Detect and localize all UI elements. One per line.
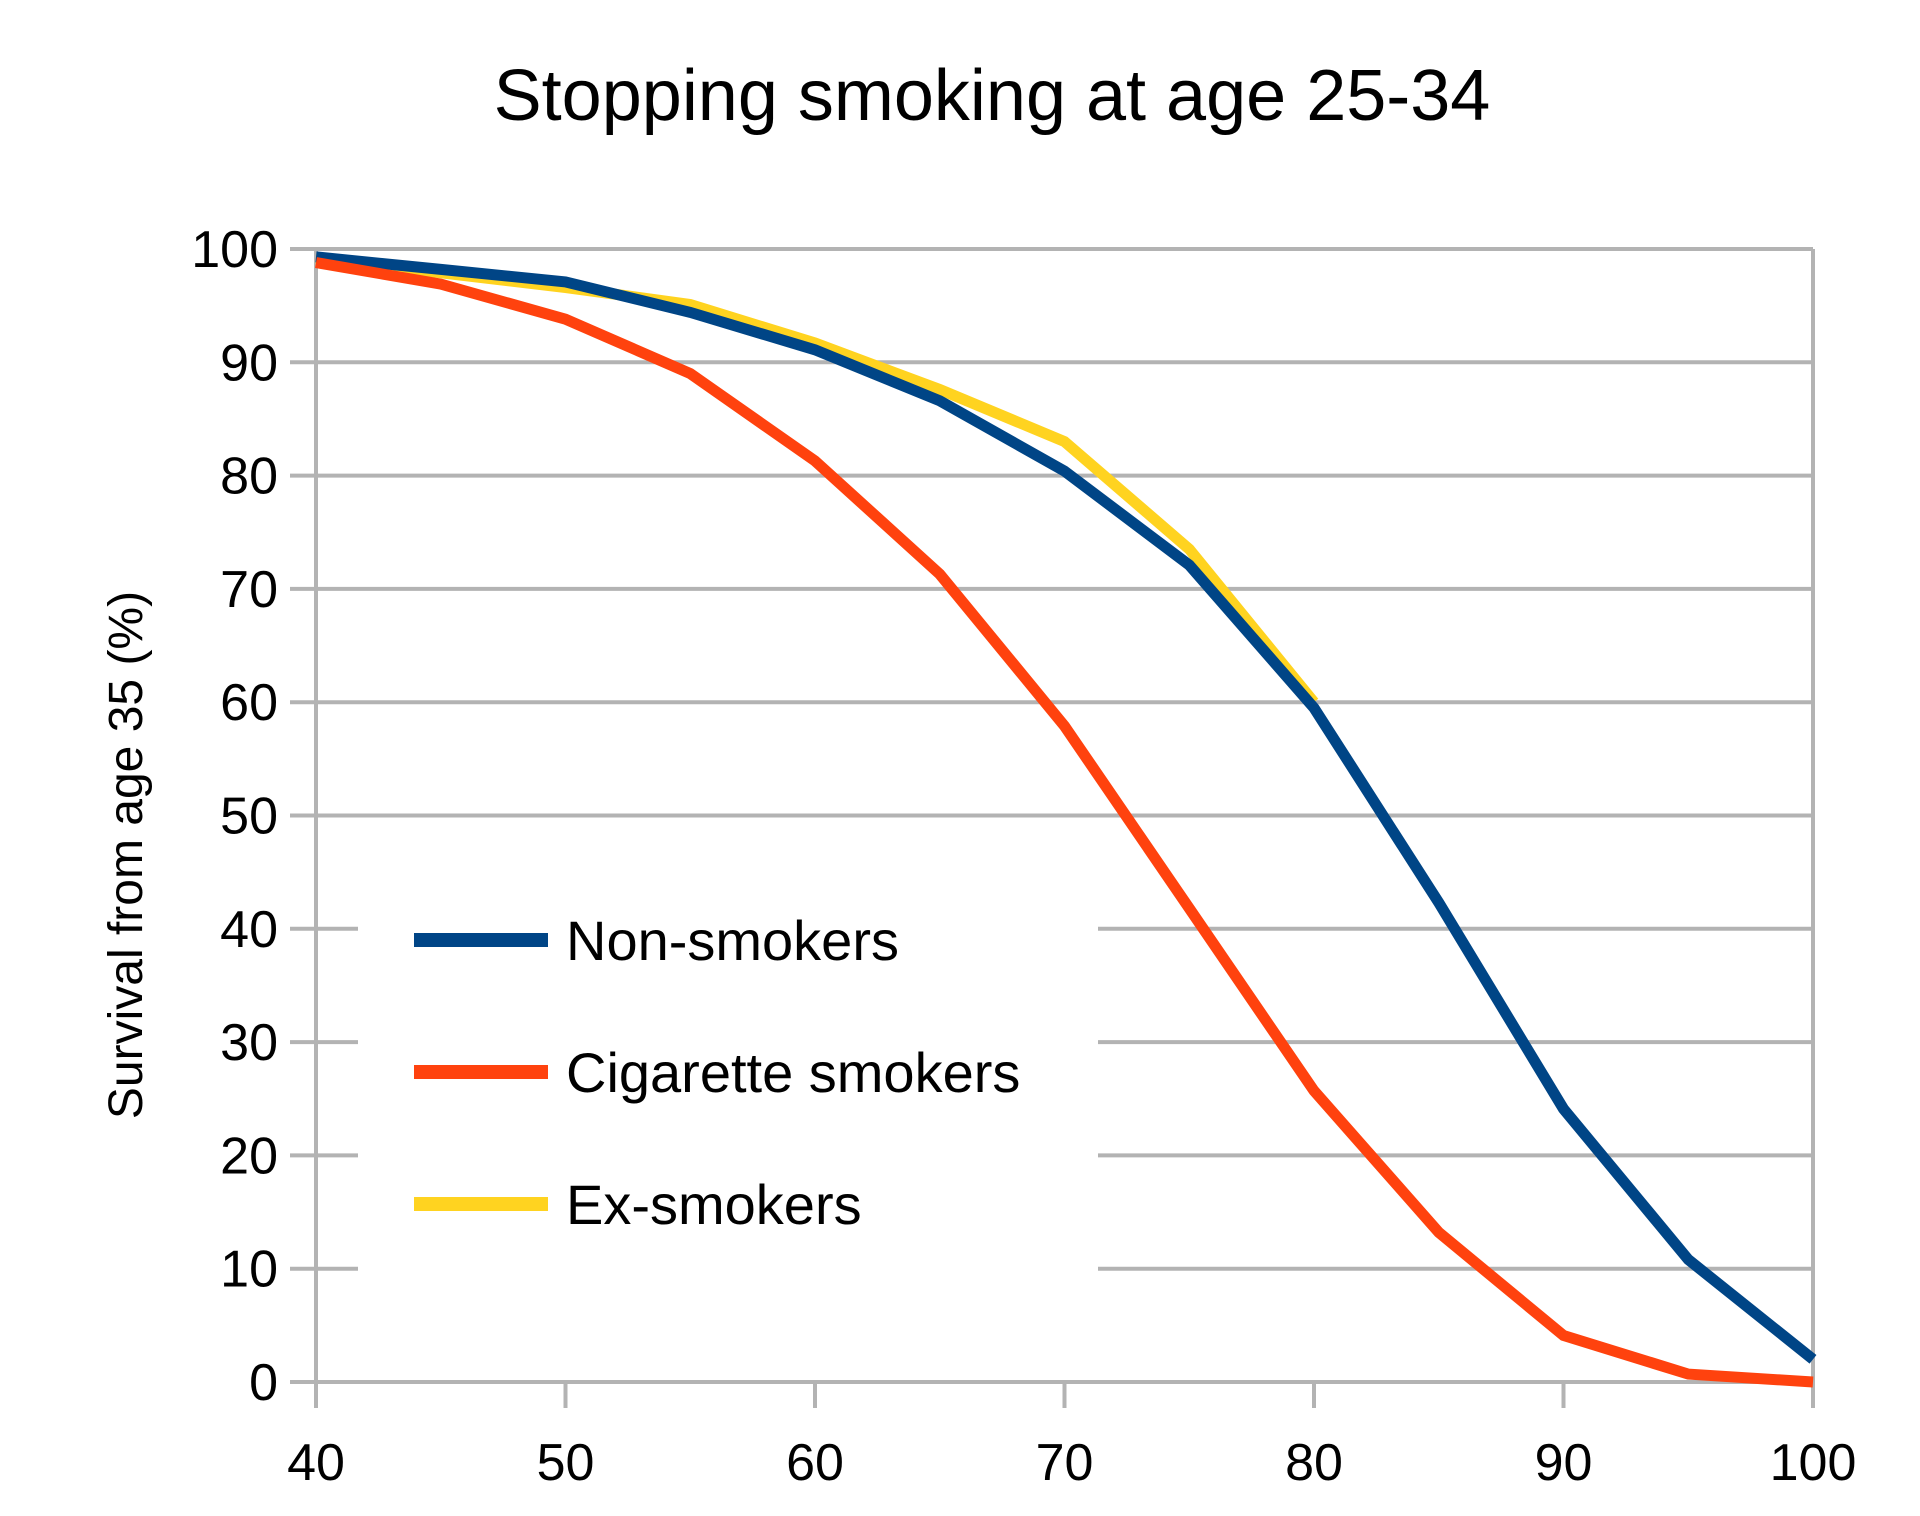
x-tick-label: 60 (786, 1434, 844, 1492)
y-axis-label: Survival from age 35 (%) (100, 591, 153, 1119)
y-tick-label: 30 (220, 1014, 278, 1072)
axes (290, 247, 1815, 1408)
y-tick-label: 40 (220, 901, 278, 959)
series-lines (315, 251, 1817, 1388)
y-tick-label: 90 (220, 334, 278, 392)
y-tick-label: 0 (249, 1354, 278, 1412)
y-tick-label: 70 (220, 561, 278, 619)
legend-label-cigarette-smokers: Cigarette smokers (566, 1041, 1020, 1104)
y-tick-label: 100 (191, 221, 278, 279)
x-tick-label: 40 (287, 1434, 345, 1492)
y-tick-label: 20 (220, 1127, 278, 1185)
legend-background (358, 900, 1098, 1290)
series-line-non-smokers (315, 251, 1817, 1364)
legend: Non-smokers Cigarette smokers Ex-smokers (414, 909, 1020, 1236)
x-tick-label: 50 (537, 1434, 595, 1492)
tick-labels: 0 10 20 30 40 50 60 70 80 90 100 40 50 60 70 80 90 100 (191, 221, 1856, 1492)
y-tick-label: 80 (220, 448, 278, 506)
legend-label-ex-smokers: Ex-smokers (566, 1173, 862, 1236)
legend-label-non-smokers: Non-smokers (566, 909, 899, 972)
chart-title: Stopping smoking at age 25-34 (494, 56, 1491, 136)
x-tick-label: 100 (1770, 1434, 1857, 1492)
x-tick-label: 70 (1036, 1434, 1094, 1492)
x-tick-label: 90 (1535, 1434, 1593, 1492)
y-tick-label: 50 (220, 788, 278, 846)
y-tick-label: 10 (220, 1241, 278, 1299)
series-line-cigarette-smokers (315, 257, 1814, 1388)
x-tick-label: 80 (1285, 1434, 1343, 1492)
y-tick-label: 60 (220, 674, 278, 732)
